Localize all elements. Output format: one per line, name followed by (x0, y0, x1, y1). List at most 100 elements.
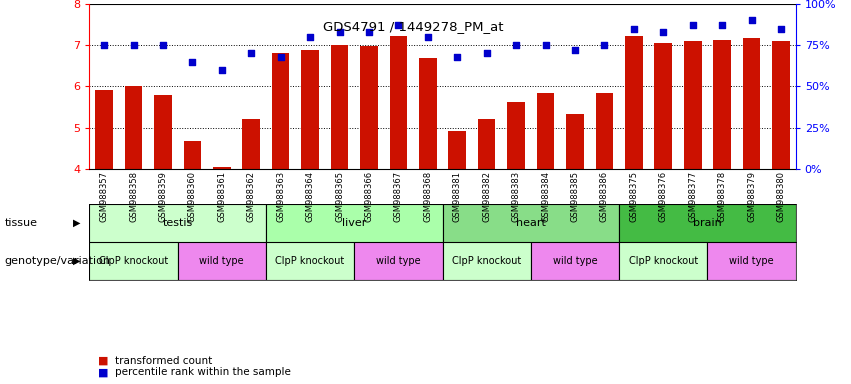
Point (421, 34, 435, 40)
Bar (507, 102, 525, 169)
Text: wild type: wild type (376, 256, 420, 266)
Bar (537, 93, 554, 169)
Bar (331, 45, 348, 169)
Text: ▶: ▶ (73, 218, 80, 228)
Bar (443, 204, 619, 242)
Point (156, 42, 169, 48)
Bar (619, 242, 707, 280)
Point (244, 50, 258, 56)
Bar (89, 242, 178, 280)
Text: ClpP knockout: ClpP knockout (452, 256, 522, 266)
Bar (178, 242, 266, 280)
Bar (743, 38, 761, 169)
Bar (772, 41, 790, 169)
Bar (625, 36, 643, 169)
Text: wild type: wild type (729, 256, 774, 266)
Bar (596, 93, 614, 169)
Text: GSM988360: GSM988360 (188, 171, 197, 222)
Bar (213, 167, 231, 169)
Point (127, 42, 140, 48)
Bar (619, 204, 796, 242)
Point (333, 29, 346, 35)
Text: GSM988386: GSM988386 (600, 171, 608, 222)
Bar (124, 86, 142, 169)
Text: ▶: ▶ (73, 256, 80, 266)
Text: GSM988361: GSM988361 (217, 171, 226, 222)
Bar (271, 53, 289, 169)
Bar (707, 242, 796, 280)
Point (656, 29, 670, 35)
Point (686, 22, 700, 28)
Bar (448, 131, 466, 169)
Point (450, 54, 464, 60)
Point (480, 50, 494, 56)
Text: GSM988378: GSM988378 (717, 171, 727, 222)
Text: GSM988357: GSM988357 (100, 171, 109, 222)
Bar (531, 242, 619, 280)
Point (716, 22, 729, 28)
Bar (390, 36, 407, 169)
Point (627, 25, 641, 32)
Text: percentile rank within the sample: percentile rank within the sample (115, 367, 291, 377)
Text: GSM988365: GSM988365 (335, 171, 344, 222)
Text: GSM988366: GSM988366 (364, 171, 374, 222)
Bar (654, 43, 672, 169)
Text: wild type: wild type (199, 256, 244, 266)
Point (597, 42, 611, 48)
Bar (266, 242, 354, 280)
Text: GSM988359: GSM988359 (158, 171, 168, 222)
Text: ■: ■ (98, 356, 108, 366)
Text: GSM988382: GSM988382 (483, 171, 491, 222)
Text: heart: heart (516, 218, 545, 228)
Text: ■: ■ (98, 367, 108, 377)
Bar (154, 96, 172, 169)
Bar (301, 50, 319, 169)
Text: brain: brain (693, 218, 722, 228)
Text: GSM988368: GSM988368 (423, 171, 432, 222)
Point (186, 59, 199, 65)
Text: GSM988377: GSM988377 (688, 171, 697, 222)
Text: testis: testis (163, 218, 193, 228)
Bar (184, 141, 201, 169)
Text: GSM988367: GSM988367 (394, 171, 403, 222)
Text: GSM988381: GSM988381 (453, 171, 462, 222)
Bar (684, 41, 701, 169)
Bar (266, 204, 443, 242)
Text: GSM988384: GSM988384 (541, 171, 550, 222)
Point (568, 47, 582, 53)
Text: GSM988362: GSM988362 (247, 171, 255, 222)
Bar (713, 40, 731, 169)
Text: GSM988379: GSM988379 (747, 171, 756, 222)
Bar (89, 204, 266, 242)
Text: GSM988383: GSM988383 (511, 171, 521, 222)
Text: GSM988385: GSM988385 (570, 171, 580, 222)
Text: GSM988358: GSM988358 (129, 171, 138, 222)
Point (274, 54, 288, 60)
Bar (477, 119, 495, 169)
Point (215, 67, 229, 73)
Text: GSM988376: GSM988376 (659, 171, 668, 222)
Point (391, 22, 405, 28)
Text: wild type: wild type (552, 256, 597, 266)
Point (509, 42, 523, 48)
Bar (354, 242, 443, 280)
Bar (360, 46, 378, 169)
Text: transformed count: transformed count (115, 356, 212, 366)
Bar (566, 114, 584, 169)
Bar (419, 58, 437, 169)
Text: ClpP knockout: ClpP knockout (276, 256, 345, 266)
Point (539, 42, 552, 48)
Text: GSM988363: GSM988363 (277, 171, 285, 222)
Point (97, 42, 111, 48)
Point (774, 25, 788, 32)
Bar (243, 119, 260, 169)
Text: GSM988380: GSM988380 (776, 171, 785, 222)
Point (363, 29, 376, 35)
Bar (443, 242, 531, 280)
Text: GSM988364: GSM988364 (306, 171, 315, 222)
Text: liver: liver (342, 218, 367, 228)
Bar (95, 90, 113, 169)
Text: tissue: tissue (4, 218, 37, 228)
Text: genotype/variation: genotype/variation (4, 256, 111, 266)
Text: GSM988375: GSM988375 (630, 171, 638, 222)
